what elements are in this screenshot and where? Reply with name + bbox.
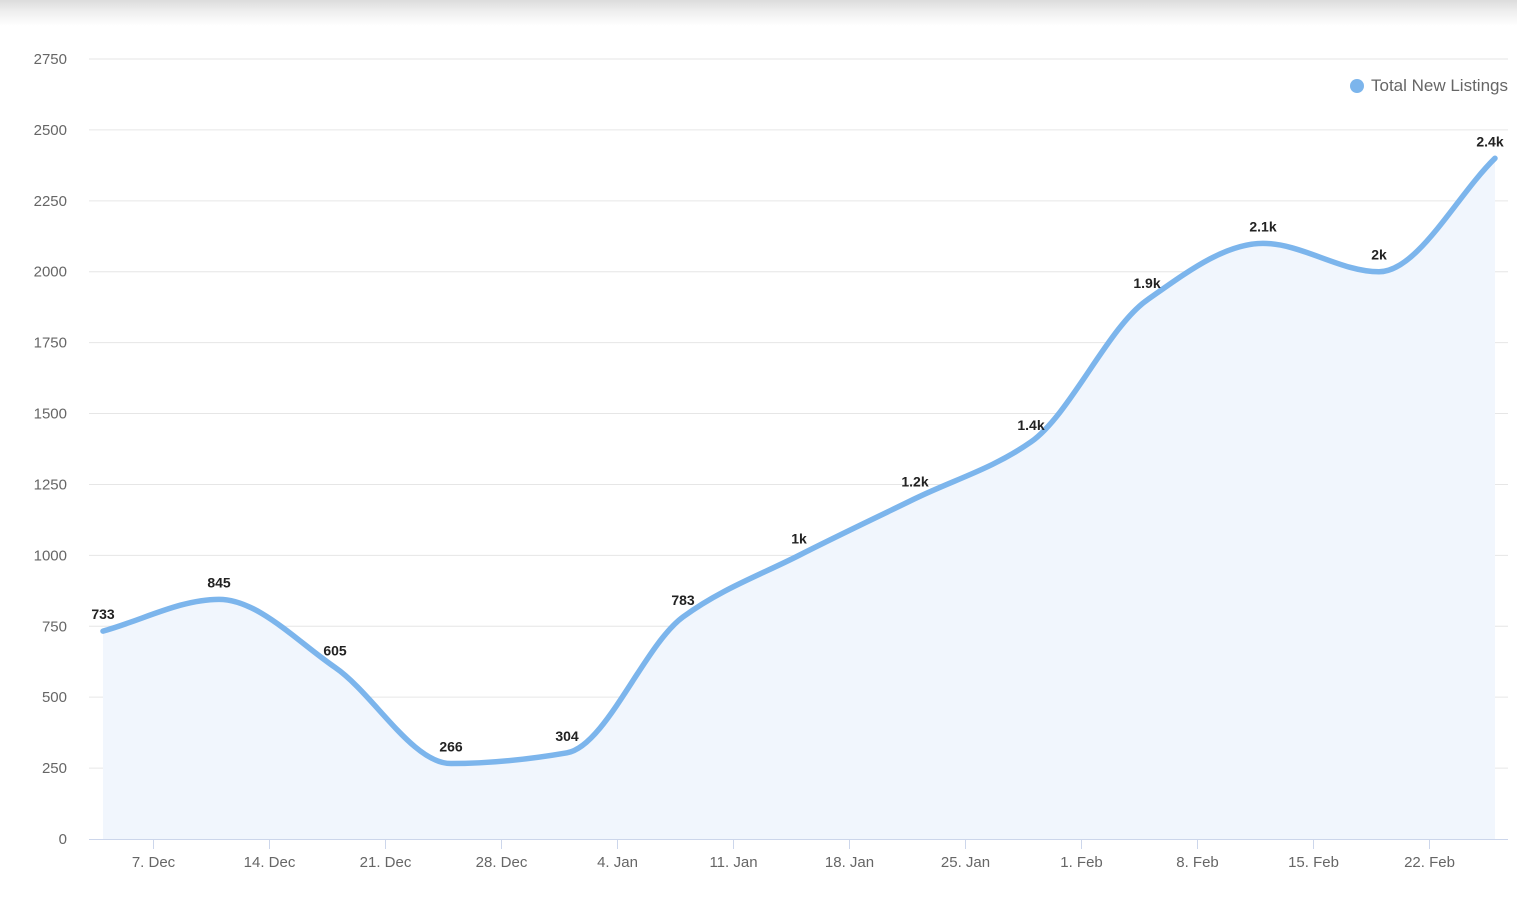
x-tick-label: 7. Dec: [132, 854, 176, 871]
y-tick-label: 2000: [34, 264, 67, 281]
data-labels: 733 845 605 266 304 783 1k 1.2k 1.4k 1.9k 2.1k 2k 2.…: [91, 133, 1504, 754]
x-tick-label: 22. Feb: [1404, 854, 1455, 871]
x-tick-label: 11. Jan: [709, 854, 757, 871]
x-tick-label: 18. Jan: [825, 854, 874, 871]
x-tick-label: 25. Jan: [941, 854, 990, 871]
data-label: 1.2k: [901, 474, 928, 490]
data-label: 2k: [1371, 247, 1387, 263]
legend-label[interactable]: Total New Listings: [1370, 76, 1508, 95]
top-shadow: [0, 0, 1517, 26]
legend[interactable]: Total New Listings: [1349, 76, 1508, 96]
data-label: 605: [323, 642, 347, 658]
y-tick-label: 750: [42, 618, 67, 635]
series-line: [100, 155, 1498, 767]
x-tick-label: 4. Jan: [597, 854, 638, 871]
y-tick-label: 2250: [34, 193, 67, 210]
y-tick-label: 1750: [34, 335, 67, 352]
data-label: 2.1k: [1249, 218, 1276, 234]
x-axis: 7. Dec 14. Dec 21. Dec 28. Dec 4. Jan 11. Jan…: [89, 839, 1508, 871]
x-tick-label: 28. Dec: [476, 854, 528, 871]
y-axis-labels: 0 250 500 750 1000 1250 1500 1750 2000 2250 2500 27…: [34, 51, 67, 848]
y-tick-label: 2500: [34, 122, 67, 139]
legend-dot-icon: [1349, 79, 1364, 93]
data-label: 304: [555, 728, 579, 744]
x-tick-label: 15. Feb: [1288, 854, 1339, 871]
y-tick-label: 250: [42, 760, 67, 777]
series-area: [103, 158, 1495, 840]
y-tick-label: 0: [59, 831, 67, 848]
y-tick-label: 1500: [34, 406, 67, 423]
x-tick-label: 8. Feb: [1176, 854, 1219, 871]
y-tick-label: 2750: [34, 51, 67, 68]
data-label: 1k: [791, 530, 807, 546]
x-tick-label: 14. Dec: [244, 854, 296, 871]
data-label: 1.9k: [1133, 275, 1160, 291]
y-tick-label: 1250: [34, 476, 67, 493]
x-tick-label: 21. Dec: [360, 854, 412, 871]
x-tick-label: 1. Feb: [1060, 854, 1103, 871]
data-label: 2.4k: [1476, 133, 1503, 149]
data-label: 266: [439, 739, 463, 755]
data-label: 783: [671, 592, 695, 608]
data-label: 1.4k: [1017, 417, 1044, 433]
data-label: 845: [207, 574, 231, 590]
data-label: 733: [91, 606, 115, 622]
y-tick-label: 500: [42, 689, 67, 706]
y-tick-label: 1000: [34, 547, 67, 564]
